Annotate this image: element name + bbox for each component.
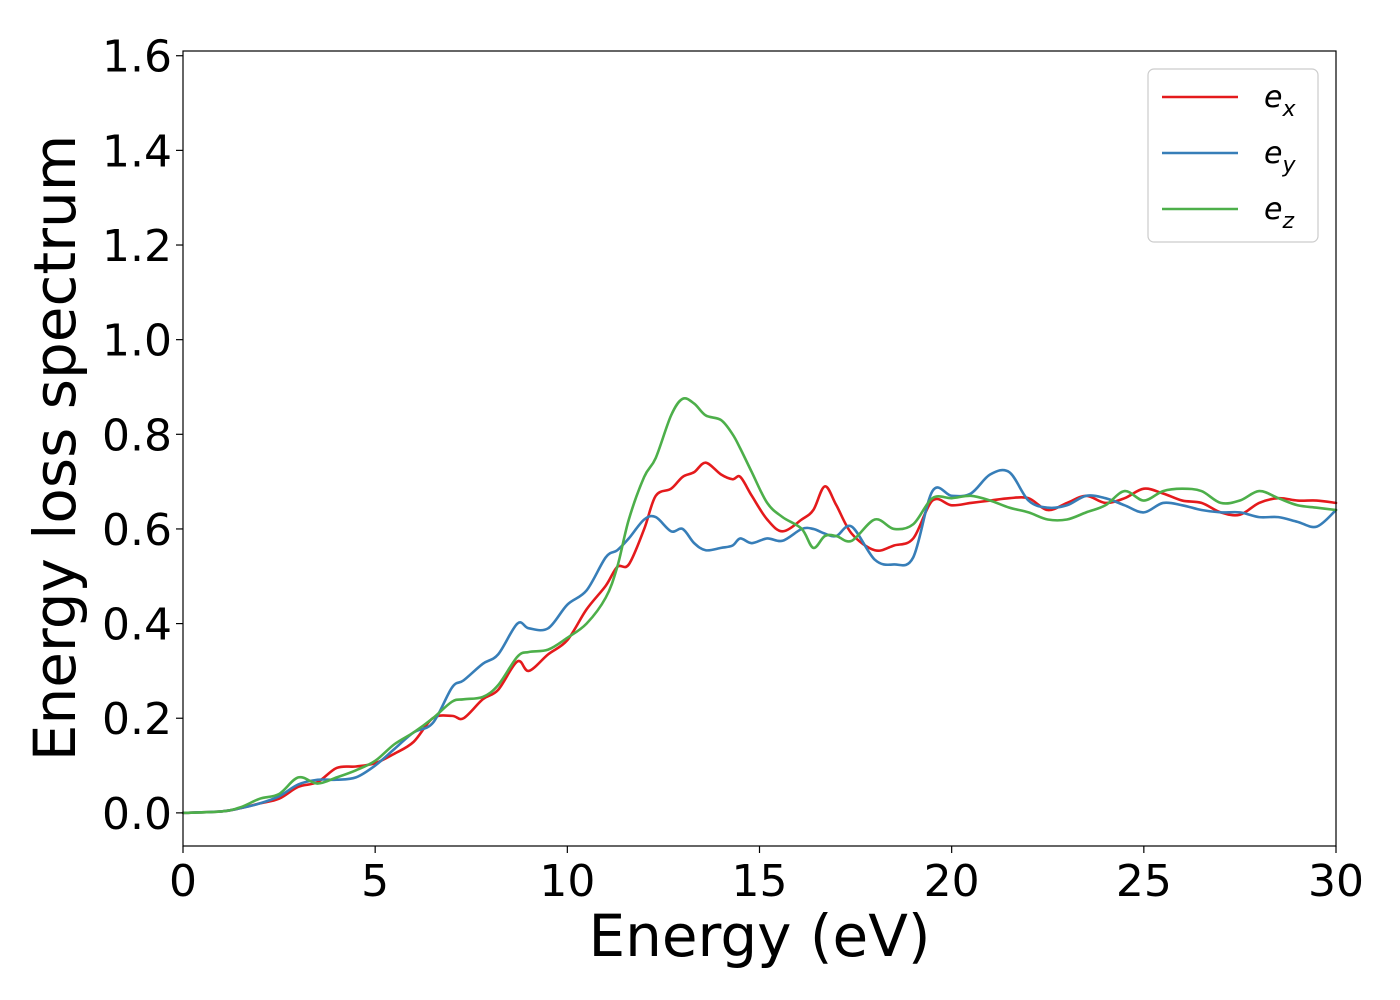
series-layer (181, 397, 1338, 815)
legend: ex ey ez (1147, 68, 1319, 243)
x-tick-label: 25 (1116, 856, 1172, 907)
x-tick-label: 0 (169, 856, 197, 907)
y-tick-label: 1.4 (102, 126, 172, 177)
legend-label-z: ez (1264, 192, 1294, 234)
x-tick-label: 30 (1308, 856, 1364, 907)
legend-label-x: ex (1264, 80, 1296, 122)
legend-label-y: ey (1264, 136, 1296, 178)
y-tick-label: 1.6 (102, 32, 172, 83)
x-tick-label: 5 (361, 856, 389, 907)
x-axis-ticks: 0 5 10 15 20 25 30 (169, 846, 1364, 907)
y-axis-title: Energy loss spectrum (21, 135, 89, 761)
x-tick-label: 10 (539, 856, 595, 907)
y-tick-label: 0.6 (102, 505, 172, 556)
y-axis-ticks: 0.0 0.2 0.4 0.6 0.8 1.0 1.2 1.4 1.6 (102, 32, 183, 840)
x-axis-title: Energy (eV) (588, 902, 930, 970)
x-tick-label: 20 (924, 856, 980, 907)
y-tick-label: 0.2 (102, 694, 172, 745)
y-tick-label: 0.0 (102, 789, 172, 840)
legend-box (1147, 68, 1319, 243)
y-tick-label: 1.0 (102, 316, 172, 367)
y-tick-label: 0.8 (102, 410, 172, 461)
y-tick-label: 0.4 (102, 600, 172, 651)
series-line-z (181, 397, 1338, 815)
legend-items: ex ey ez (1162, 80, 1296, 234)
series-line-x (181, 461, 1338, 815)
x-tick-label: 15 (732, 856, 788, 907)
y-tick-label: 1.2 (102, 221, 172, 272)
